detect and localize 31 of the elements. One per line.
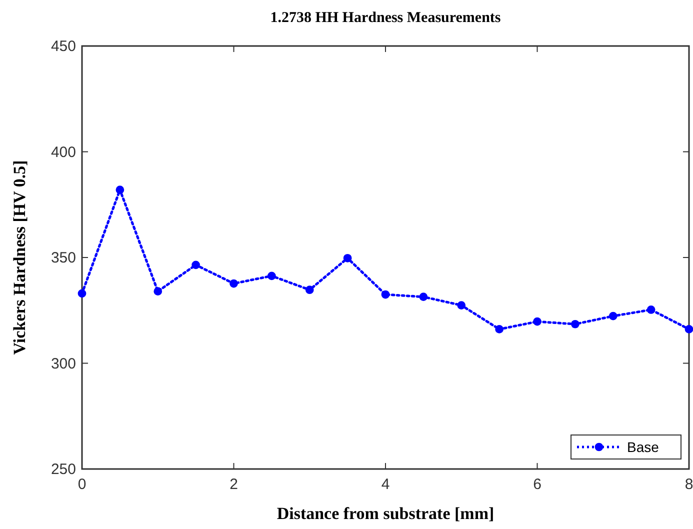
- x-tick-label: 8: [684, 476, 693, 493]
- point: [533, 317, 542, 326]
- y-tick-label: 400: [50, 144, 76, 161]
- point: [268, 272, 276, 280]
- x-axis-title: Distance from substrate [mm]: [276, 504, 494, 523]
- y-tick-label: 300: [50, 355, 76, 372]
- y-axis-title: Vickers Hardness [HV 0.5]: [10, 160, 29, 355]
- point: [684, 325, 693, 334]
- point: [78, 289, 86, 298]
- x-tick-label: 6: [533, 476, 542, 493]
- y-tick-label: 450: [50, 38, 76, 55]
- point: [154, 287, 162, 296]
- point: [343, 254, 352, 262]
- point: [230, 279, 238, 288]
- point: [116, 186, 124, 194]
- point: [192, 260, 200, 270]
- point: [495, 325, 504, 334]
- x-tick-label: 0: [78, 476, 86, 493]
- point: [457, 301, 466, 310]
- y-tick-label: 350: [50, 250, 76, 266]
- point: [646, 306, 656, 314]
- x-tick-label: 4: [381, 476, 390, 493]
- point: [571, 320, 580, 328]
- point: [608, 312, 618, 320]
- chart-title: 1.2738 HH Hardness Measurements: [270, 10, 501, 26]
- legend-label: Base: [627, 439, 660, 455]
- x-tick-label: 2: [230, 476, 238, 493]
- y-tick-label: 250: [50, 461, 76, 478]
- point: [419, 292, 428, 302]
- point: [381, 290, 390, 299]
- point: [305, 286, 314, 294]
